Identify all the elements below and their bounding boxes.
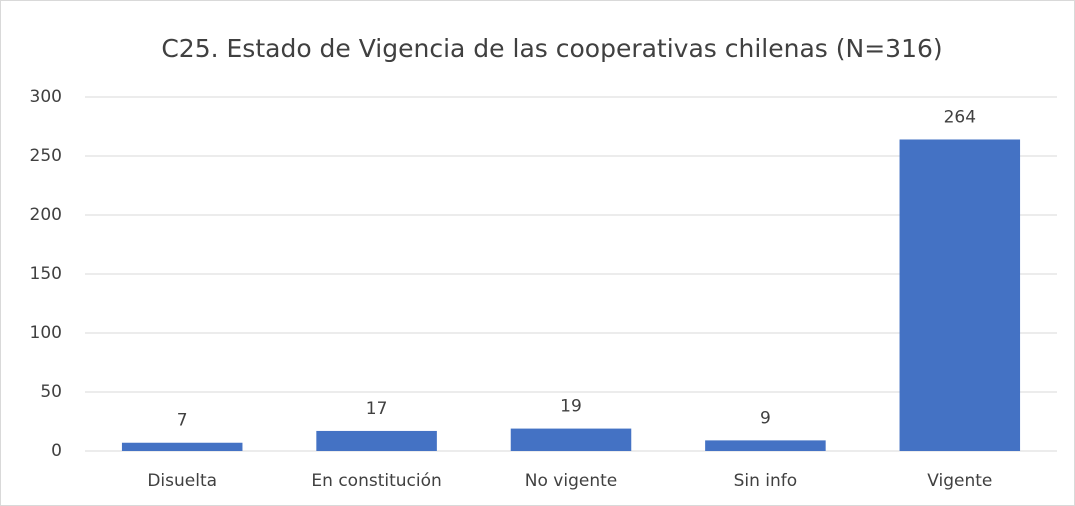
x-tick-label: Vigente — [927, 471, 992, 491]
data-label: 17 — [366, 399, 388, 419]
data-label: 264 — [944, 107, 976, 127]
bar — [899, 139, 1021, 452]
y-tick-label: 150 — [30, 264, 62, 284]
chart-title: C25. Estado de Vigencia de las cooperati… — [161, 34, 942, 63]
y-tick-label: 0 — [51, 441, 62, 461]
y-tick-label: 200 — [30, 205, 62, 225]
x-tick-label: Sin info — [734, 471, 798, 491]
data-label: 7 — [177, 411, 188, 431]
x-tick-label: En constitución — [311, 471, 441, 491]
bar — [121, 442, 243, 451]
x-tick-label: No vigente — [525, 471, 617, 491]
y-tick-label: 300 — [30, 87, 62, 107]
x-tick-label: Disuelta — [147, 471, 217, 491]
data-label: 9 — [760, 408, 771, 428]
bar — [705, 440, 826, 451]
bar — [510, 428, 632, 451]
data-label: 19 — [560, 397, 582, 417]
bar — [316, 430, 437, 451]
y-tick-label: 250 — [30, 146, 62, 166]
y-tick-label: 50 — [40, 382, 62, 402]
y-tick-label: 100 — [30, 323, 62, 343]
